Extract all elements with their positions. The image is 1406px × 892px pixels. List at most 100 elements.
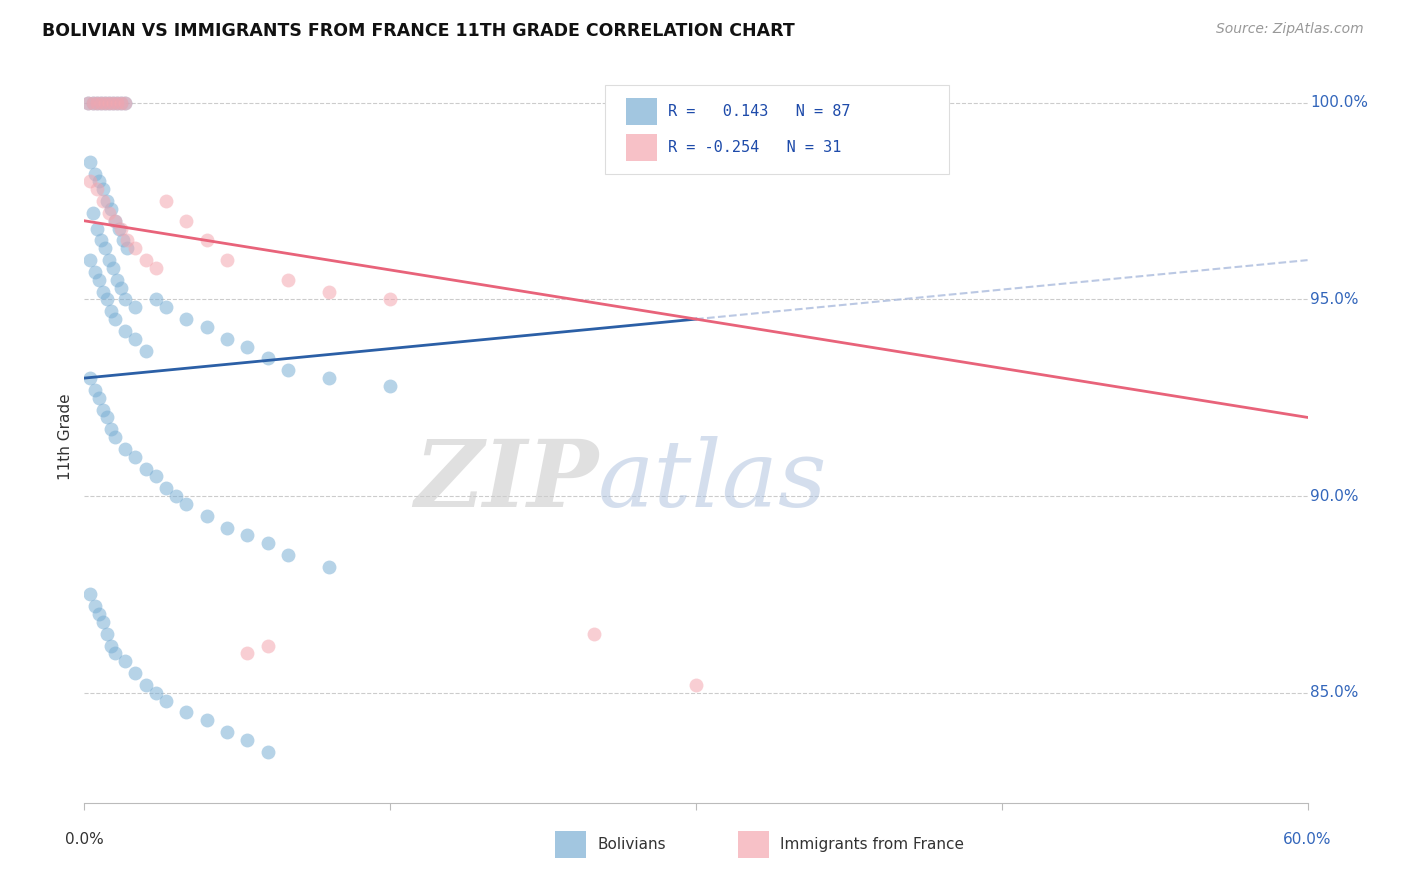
Point	[101, 95, 124, 110]
Text: atlas: atlas	[598, 436, 828, 526]
Point	[100, 639, 122, 653]
Point	[91, 194, 114, 208]
Point	[77, 95, 100, 110]
Point	[174, 497, 197, 511]
Point	[195, 320, 218, 334]
Point	[135, 678, 157, 692]
Point	[90, 95, 112, 110]
Point	[114, 654, 136, 668]
Text: Immigrants from France: Immigrants from France	[780, 838, 965, 852]
Point	[104, 646, 127, 660]
Point	[101, 260, 124, 275]
Point	[277, 273, 299, 287]
Point	[105, 273, 128, 287]
Point	[257, 351, 280, 366]
Point	[83, 265, 105, 279]
Point	[83, 383, 105, 397]
Point	[318, 559, 340, 574]
Point	[174, 706, 197, 720]
Point	[82, 206, 104, 220]
Point	[104, 214, 127, 228]
Point	[104, 430, 127, 444]
Point	[114, 324, 136, 338]
Point	[582, 626, 605, 640]
Text: 85.0%: 85.0%	[1310, 685, 1358, 700]
Point	[97, 253, 120, 268]
Point	[104, 312, 127, 326]
Point	[110, 95, 132, 110]
Point	[87, 607, 110, 621]
Point	[87, 273, 110, 287]
Point	[155, 301, 177, 315]
Point	[145, 260, 167, 275]
Point	[145, 293, 167, 307]
Point	[77, 95, 100, 110]
Point	[217, 253, 239, 268]
Point	[380, 379, 402, 393]
Point	[685, 678, 707, 692]
Text: 60.0%: 60.0%	[1284, 832, 1331, 847]
Text: Source: ZipAtlas.com: Source: ZipAtlas.com	[1216, 22, 1364, 37]
Point	[96, 293, 118, 307]
Point	[124, 450, 146, 464]
Point	[155, 194, 177, 208]
Point	[91, 615, 114, 629]
Point	[135, 343, 157, 358]
Point	[100, 304, 122, 318]
Text: R =   0.143   N = 87: R = 0.143 N = 87	[668, 104, 851, 119]
Point	[174, 312, 197, 326]
Point	[91, 182, 114, 196]
Text: ZIP: ZIP	[413, 436, 598, 526]
Point	[97, 206, 120, 220]
Point	[380, 293, 402, 307]
Point	[124, 301, 146, 315]
Point	[96, 194, 118, 208]
Point	[195, 713, 218, 727]
Point	[114, 95, 136, 110]
Point	[90, 234, 112, 248]
Point	[217, 520, 239, 534]
Point	[135, 461, 157, 475]
Point	[87, 391, 110, 405]
Point	[114, 293, 136, 307]
Point	[82, 95, 104, 110]
Point	[96, 626, 118, 640]
Point	[124, 666, 146, 681]
Point	[100, 422, 122, 436]
Point	[93, 241, 115, 255]
Point	[145, 469, 167, 483]
Point	[83, 599, 105, 614]
Text: R = -0.254   N = 31: R = -0.254 N = 31	[668, 140, 841, 154]
Point	[86, 221, 108, 235]
Point	[217, 725, 239, 739]
Point	[257, 745, 280, 759]
Point	[155, 693, 177, 707]
Point	[97, 95, 120, 110]
Text: 100.0%: 100.0%	[1310, 95, 1368, 111]
Point	[124, 241, 146, 255]
Point	[195, 508, 218, 523]
Point	[79, 587, 101, 601]
Point	[86, 95, 108, 110]
Text: 0.0%: 0.0%	[65, 832, 104, 847]
Point	[115, 234, 138, 248]
Point	[96, 410, 118, 425]
Point	[100, 202, 122, 216]
Point	[257, 536, 280, 550]
Point	[165, 489, 187, 503]
Point	[87, 174, 110, 188]
Point	[86, 95, 108, 110]
Point	[90, 95, 112, 110]
Point	[97, 95, 120, 110]
Point	[114, 95, 136, 110]
Point	[124, 332, 146, 346]
Text: BOLIVIAN VS IMMIGRANTS FROM FRANCE 11TH GRADE CORRELATION CHART: BOLIVIAN VS IMMIGRANTS FROM FRANCE 11TH …	[42, 22, 794, 40]
Text: Bolivians: Bolivians	[598, 838, 666, 852]
Point	[79, 154, 101, 169]
Point	[236, 340, 259, 354]
Point	[83, 167, 105, 181]
Point	[93, 95, 115, 110]
Point	[79, 174, 101, 188]
Text: 90.0%: 90.0%	[1310, 489, 1358, 504]
Point	[115, 241, 138, 255]
